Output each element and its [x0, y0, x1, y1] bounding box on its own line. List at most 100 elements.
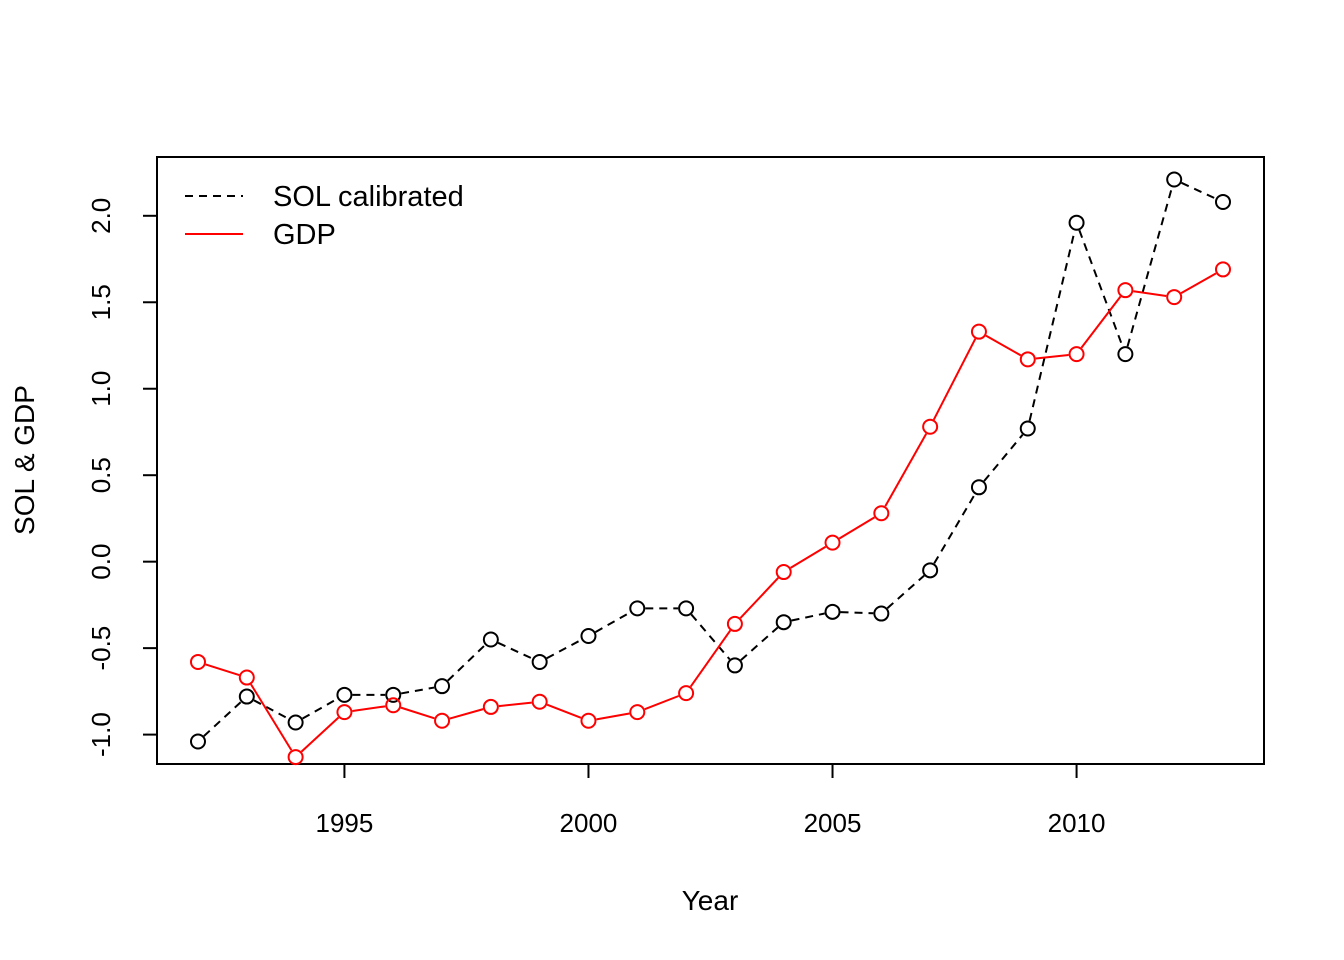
series-segment [546, 703, 582, 719]
series-segment [840, 611, 874, 615]
data-point [531, 653, 548, 670]
series-layer [190, 171, 1231, 766]
data-point [1166, 289, 1183, 306]
series-segment [985, 334, 1022, 357]
series-segment [932, 338, 977, 421]
series-segment [400, 686, 435, 695]
series-segment [1028, 230, 1076, 421]
data-point [482, 631, 499, 648]
data-point [1068, 214, 1085, 231]
legend-label-sol: SOL calibrated [273, 181, 464, 213]
series-segment [594, 611, 631, 633]
data-point [1215, 261, 1231, 278]
data-point [238, 669, 255, 686]
data-point [629, 704, 646, 721]
data-point [824, 603, 841, 620]
data-point [1068, 346, 1085, 363]
data-point [580, 712, 597, 729]
data-point [190, 653, 206, 670]
series-segment [790, 545, 827, 569]
y-tick-label: 1.5 [86, 284, 116, 320]
data-point [482, 698, 499, 715]
series-segment [203, 701, 242, 737]
data-point [922, 418, 939, 435]
series-segment [449, 708, 484, 720]
data-point [190, 733, 206, 750]
series-segment [983, 434, 1024, 482]
data-point [1215, 193, 1231, 210]
legend-label-gdp: GDP [273, 219, 336, 251]
plot-frame [156, 156, 1265, 765]
y-tick-label: -0.5 [86, 626, 116, 671]
series-segment [1180, 272, 1217, 295]
data-point [922, 562, 939, 579]
series-segment [933, 493, 976, 564]
data-point [238, 688, 255, 705]
x-axis-title: Year [682, 885, 739, 916]
data-point [678, 685, 695, 702]
series-segment [447, 644, 486, 682]
data-point [726, 657, 743, 674]
series-segment [498, 701, 532, 708]
x-tick-label: 2010 [1048, 808, 1106, 838]
data-point [1019, 420, 1036, 437]
y-tick-label: 1.0 [86, 371, 116, 407]
series-segment [1078, 229, 1124, 347]
series-segment [596, 712, 630, 721]
series-segment [791, 612, 825, 622]
data-point [1117, 346, 1134, 363]
series-segment [689, 629, 732, 688]
series-segment [1080, 295, 1122, 349]
data-point [775, 564, 792, 581]
series-segment [1035, 353, 1069, 360]
x-tick-label: 2000 [560, 808, 618, 838]
x-tick-label: 2005 [804, 808, 862, 838]
y-tick-label: 2.0 [86, 198, 116, 234]
data-point [385, 686, 402, 703]
series-segment [740, 626, 779, 661]
data-point [287, 749, 304, 766]
data-point [434, 712, 451, 729]
series-segment [884, 433, 928, 507]
data-point [434, 678, 451, 695]
legend: SOL calibrated GDP [185, 181, 464, 251]
data-point [824, 534, 841, 551]
series-sol-calibrated [190, 171, 1231, 750]
series-segment [250, 683, 293, 751]
data-point [970, 323, 987, 340]
series-segment [400, 706, 435, 720]
data-point [678, 600, 695, 617]
series-segment [302, 697, 338, 720]
series-segment [253, 699, 290, 720]
series-segment [690, 613, 731, 660]
x-tick-label: 1995 [316, 808, 374, 838]
data-point [1019, 351, 1036, 368]
y-tick-label: 0.0 [86, 544, 116, 580]
data-point [775, 614, 792, 631]
data-point [726, 615, 743, 632]
data-point [873, 505, 890, 522]
data-point [580, 628, 597, 645]
series-segment [1126, 186, 1174, 347]
y-tick-label: -1.0 [86, 712, 116, 757]
data-point [287, 714, 304, 731]
series-segment [644, 695, 680, 711]
data-point [1117, 282, 1134, 299]
y-axis: -1.0 -0.5 0.0 0.5 1.0 1.5 2.0 [86, 198, 157, 757]
data-point [336, 704, 353, 721]
data-point [873, 605, 890, 622]
data-point [1166, 171, 1183, 188]
data-point [385, 697, 402, 714]
data-point [629, 600, 646, 617]
series-segment [838, 516, 875, 540]
data-point [531, 693, 548, 710]
series-segment [352, 705, 386, 712]
series-segment [739, 577, 779, 619]
series-segment [546, 638, 582, 660]
series-segment [886, 574, 925, 609]
series-segment [1133, 290, 1167, 297]
y-axis-title: SOL & GDP [9, 385, 40, 535]
series-segment [205, 663, 240, 677]
data-point [970, 479, 987, 496]
